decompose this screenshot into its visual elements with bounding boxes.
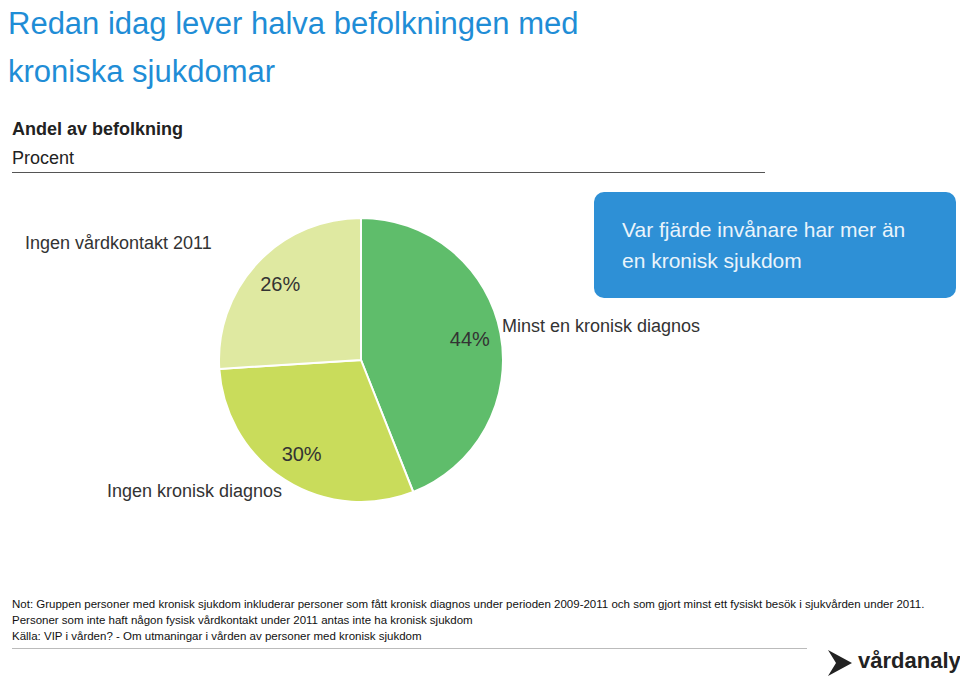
html-text:Ingen kronisk diagnos: Ingen kronisk diagnos	[106, 481, 282, 501]
html-text:Not: Gruppen personer med kron: Not: Gruppen personer med kronisk sjukdo…	[12, 598, 925, 626]
html-text:Var fjärde invånare har mer än: Var fjärde invånare har mer än en kronis…	[622, 218, 906, 272]
html-text:Ingen vårdkontakt 2011: Ingen vårdkontakt 2011	[25, 233, 212, 253]
html-text:Redan idag lever halva befolkn: Redan idag lever halva befolkningen med …	[8, 6, 579, 89]
html-text:Källa: VIP i vården? - Om utma: Källa: VIP i vården? - Om utmaningar i v…	[12, 630, 422, 642]
svg-text:30%: 30%	[282, 443, 322, 465]
html-text:Minst en kronisk diagnos: Minst en kronisk diagnos	[502, 316, 701, 336]
html-text:Andel av befolkning: Andel av befolkning	[12, 119, 183, 139]
svg-text:44%: 44%	[450, 328, 490, 350]
html-text:Procent: Procent	[12, 148, 74, 168]
svg-text:26%: 26%	[260, 273, 300, 295]
